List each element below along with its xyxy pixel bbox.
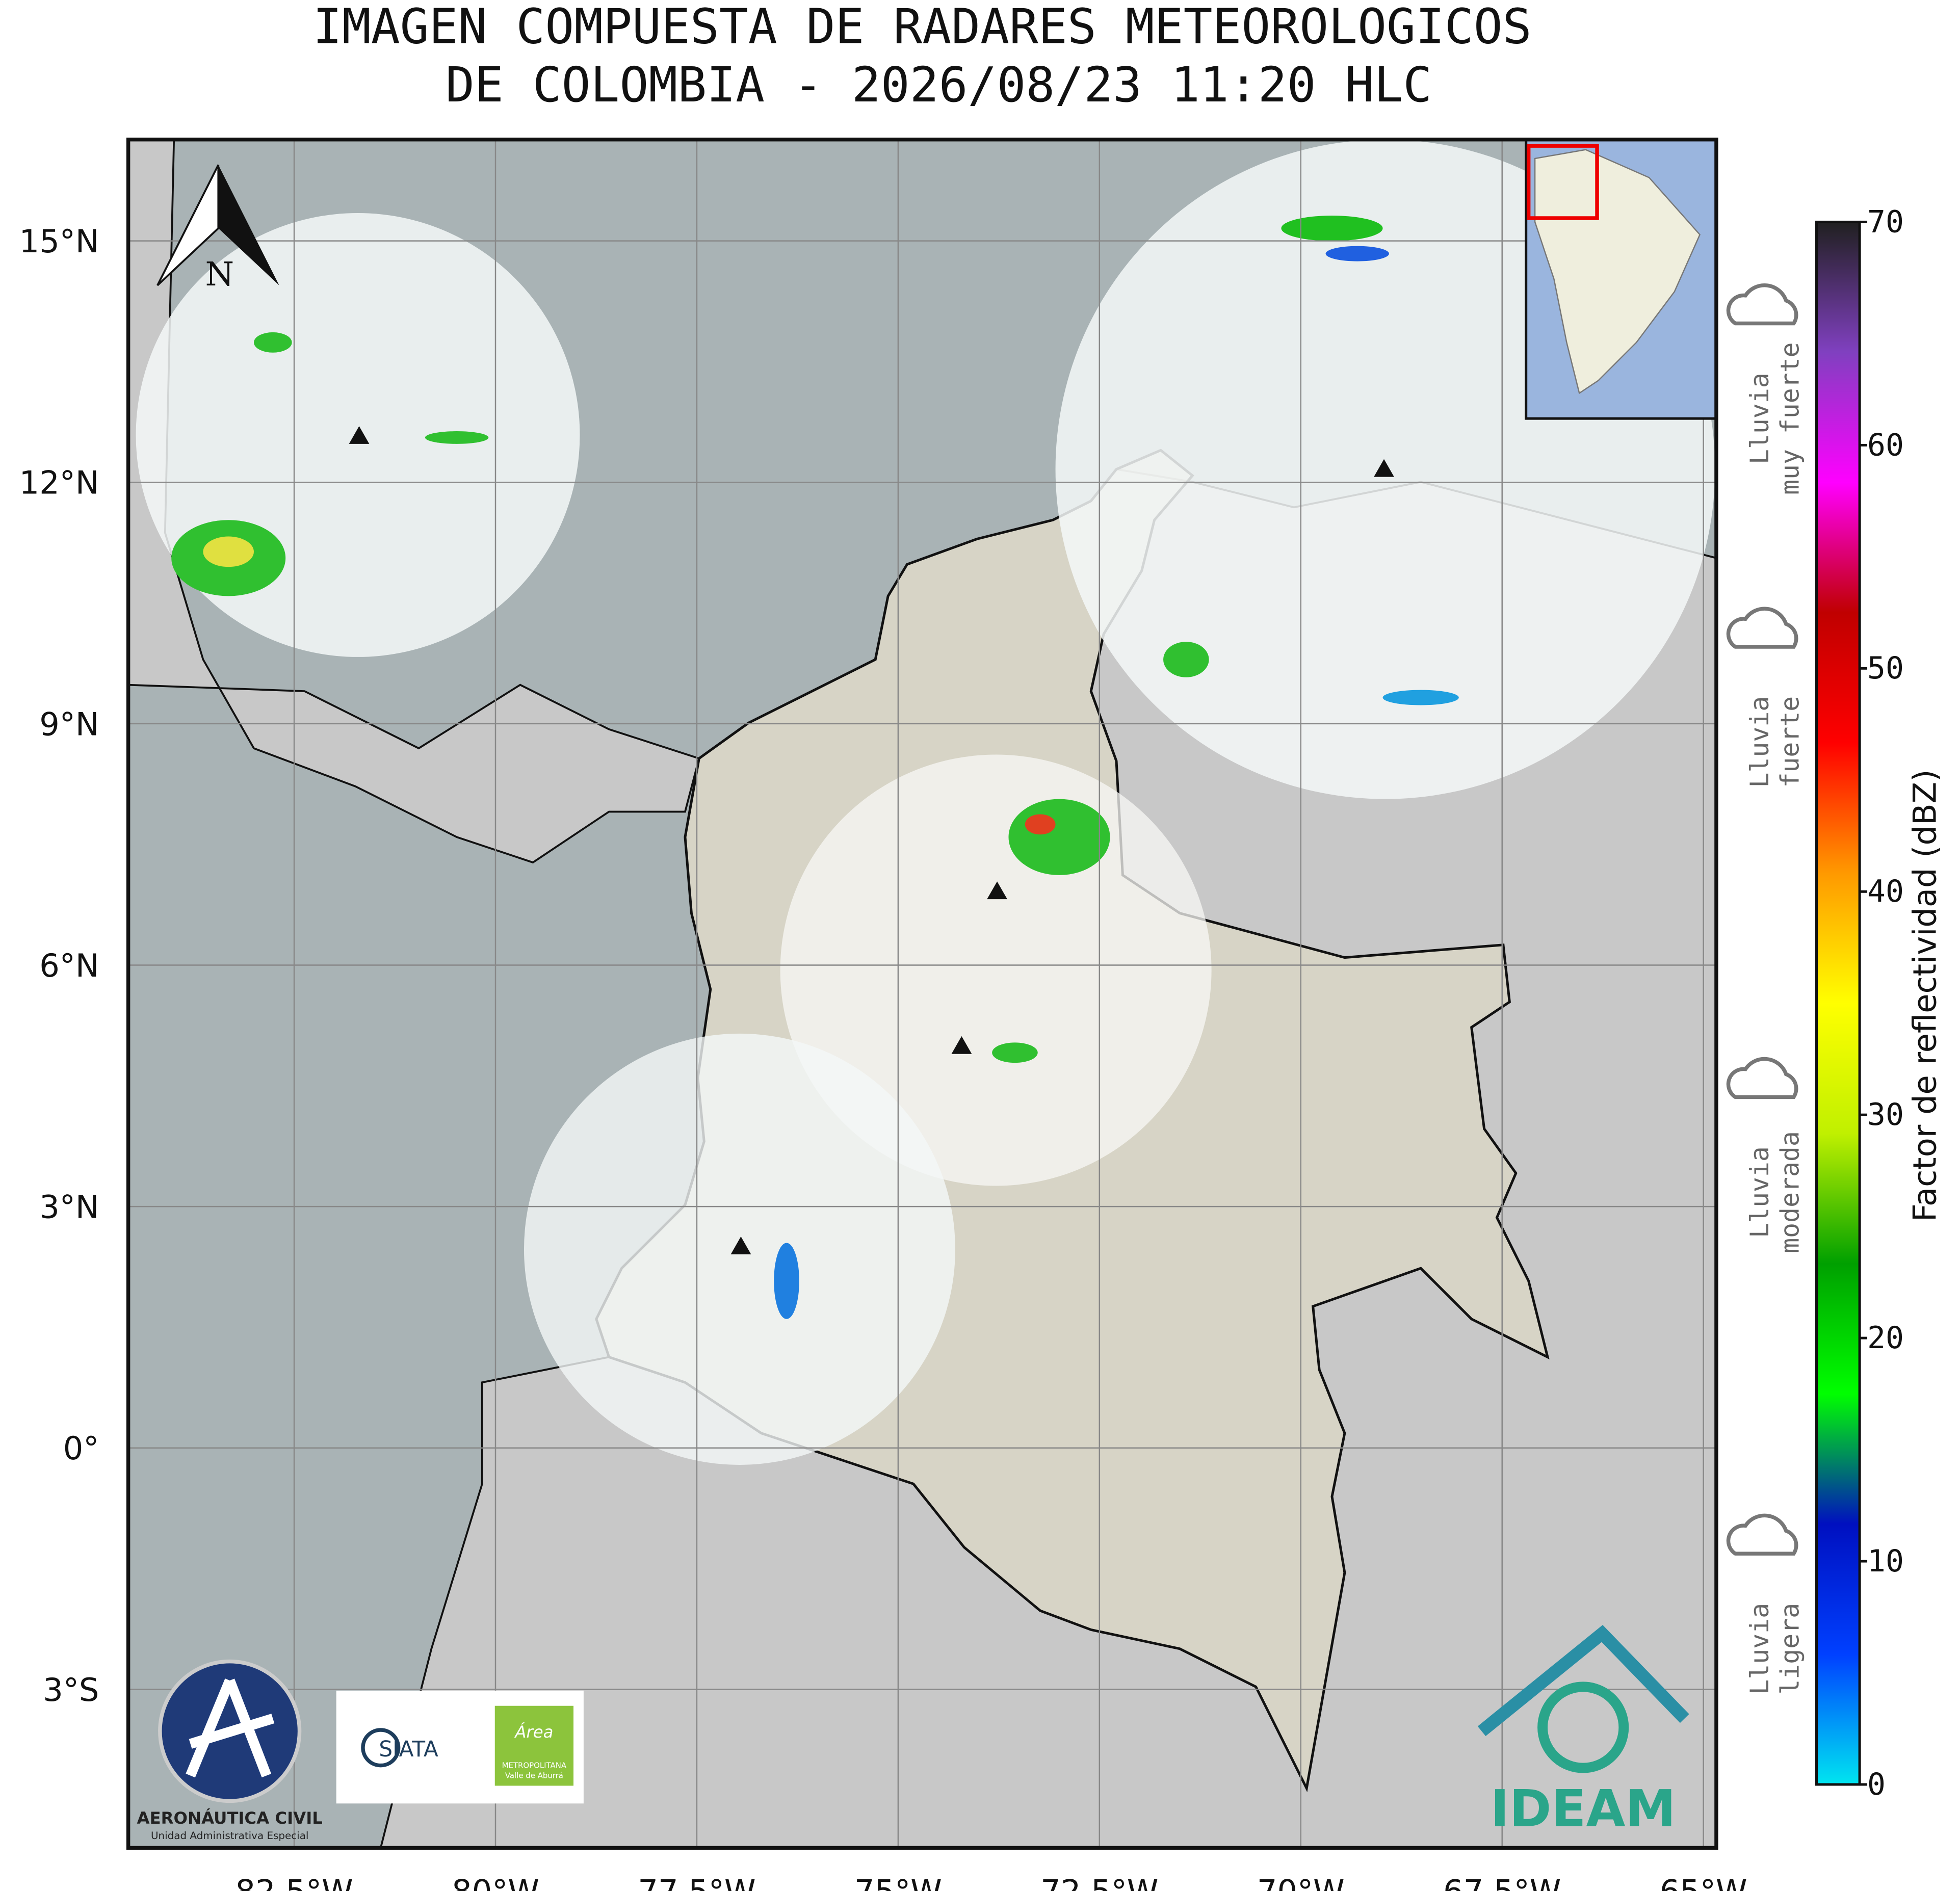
rain-label: Lluvia <box>1745 696 1774 788</box>
colorbar-tick-label: 50 <box>1867 651 1904 686</box>
logo-text: Área <box>514 1722 553 1742</box>
colorbar-tick-label: 40 <box>1867 874 1904 909</box>
logo-text: AERONÁUTICA CIVIL <box>137 1808 323 1828</box>
rain-label: Lluvia <box>1745 1603 1774 1695</box>
y-tick-label: 9°N <box>39 705 99 743</box>
logo-ideam: IDEAM <box>1477 1625 1689 1839</box>
rain-icon <box>1726 283 1798 326</box>
colorbar-tick-label: 60 <box>1867 428 1904 463</box>
rain-icon <box>1726 1513 1798 1556</box>
radar-echoes <box>171 216 1459 1319</box>
colorbar-tick-label: 20 <box>1867 1321 1904 1356</box>
title: IMAGEN COMPUESTA DE RADARES METEOROLOGIC… <box>313 0 1532 55</box>
rain-label: Lluvia <box>1745 373 1774 464</box>
colorbar-tick-label: 10 <box>1867 1544 1904 1579</box>
colorbar <box>1815 220 1861 1786</box>
colorbar-tick-label: 0 <box>1867 1767 1886 1802</box>
rain-icon <box>1726 607 1798 649</box>
rain-label: muy fuerte <box>1775 342 1805 495</box>
y-tick-label: 15°N <box>19 223 99 260</box>
inset-map <box>1525 139 1716 420</box>
y-tick-label: 0° <box>63 1430 99 1467</box>
x-tick-label: 80°W <box>452 1873 539 1891</box>
y-tick-label: 3°S <box>43 1671 99 1709</box>
x-tick-label: 82.5°W <box>236 1873 353 1891</box>
y-tick-label: 6°N <box>39 947 99 984</box>
logo-text: METROPOLITANA <box>502 1761 567 1770</box>
rain-label: ligera <box>1775 1603 1805 1695</box>
x-tick-label: 72.5°W <box>1040 1873 1158 1891</box>
map: N AERONÁUTICA CIVIL Unidad Administrativ… <box>128 139 1716 1848</box>
logo-text: IDEAM <box>1491 1780 1676 1839</box>
rain-label: fuerte <box>1775 696 1805 788</box>
y-tick-label: 12°N <box>19 464 99 502</box>
north-label: N <box>205 255 234 294</box>
rain-label: Lluvia <box>1745 1146 1774 1238</box>
map-frame <box>126 137 1718 1850</box>
title: DE COLOMBIA - 2026/08/23 11:20 HLC <box>446 57 1432 113</box>
grid <box>128 139 1716 1848</box>
y-tick-label: 3°N <box>39 1189 99 1226</box>
logo-text: SIATA <box>379 1737 438 1762</box>
rain-label: moderada <box>1775 1131 1805 1253</box>
x-tick-label: 70°W <box>1257 1873 1345 1891</box>
colorbar-tick-label: 30 <box>1867 1097 1904 1133</box>
logo-text: Valle de Aburrá <box>505 1771 563 1780</box>
x-tick-label: 67.5°W <box>1443 1873 1561 1891</box>
colorbar-label: Factor de reflectividad (dBZ) <box>1906 770 1943 1222</box>
rain-icon <box>1726 1057 1798 1099</box>
x-tick-label: 77.5°W <box>638 1873 755 1891</box>
logo-siata: SIATA Área METROPOLITANA Valle de Aburrá <box>336 1690 584 1804</box>
radar-coverage <box>780 754 1212 1186</box>
x-tick-label: 75°W <box>854 1873 942 1891</box>
x-tick-label: 65°W <box>1660 1873 1747 1891</box>
colorbar-tick-label: 70 <box>1867 204 1904 240</box>
radar-sites <box>349 426 1394 1254</box>
logo-text: Unidad Administrativa Especial <box>151 1830 308 1842</box>
logo-aero: AERONÁUTICA CIVIL Unidad Administrativa … <box>137 1659 323 1842</box>
